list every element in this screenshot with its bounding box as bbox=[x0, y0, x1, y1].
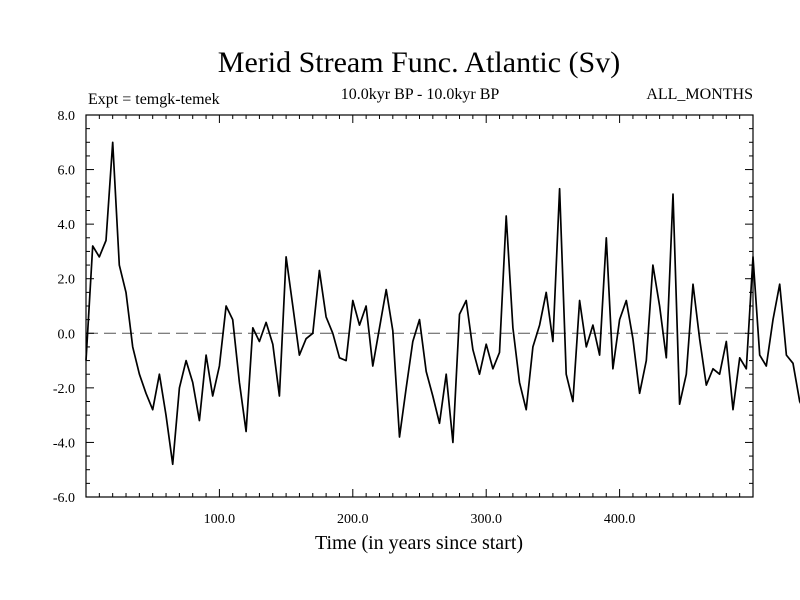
y-tick-label: -6.0 bbox=[53, 491, 75, 506]
y-tick-label: 0.0 bbox=[58, 327, 76, 342]
experiment-label: Expt = temgk-temek bbox=[88, 91, 220, 108]
x-tick-labels: 100.0 200.0 300.0 400.0 bbox=[204, 512, 636, 527]
y-tick-label: 6.0 bbox=[58, 164, 76, 179]
y-tick-label: 8.0 bbox=[58, 109, 76, 124]
plot-frame bbox=[85, 114, 754, 498]
series-line bbox=[85, 141, 800, 466]
x-tick-label: 200.0 bbox=[337, 512, 369, 527]
x-axis-label: Time (in years since start) bbox=[315, 532, 523, 554]
season-label: ALL_MONTHS bbox=[646, 86, 753, 103]
axis-ticks bbox=[86, 115, 753, 497]
chart-title: Merid Stream Func. Atlantic (Sv) bbox=[218, 46, 620, 79]
y-tick-labels: -6.0 -4.0 -2.0 0.0 2.0 4.0 6.0 8.0 bbox=[53, 109, 75, 506]
period-label: 10.0kyr BP - 10.0kyr BP bbox=[341, 86, 500, 103]
y-tick-label: -2.0 bbox=[53, 382, 75, 397]
x-tick-label: 300.0 bbox=[470, 512, 502, 527]
x-tick-label: 400.0 bbox=[604, 512, 636, 527]
y-tick-label: 2.0 bbox=[58, 273, 76, 288]
plot-area: -6.0 -4.0 -2.0 0.0 2.0 4.0 6.0 8.0 100.0 200.0 30… bbox=[53, 109, 800, 527]
y-tick-label: -4.0 bbox=[53, 436, 75, 451]
y-tick-label: 4.0 bbox=[58, 218, 76, 233]
x-tick-label: 100.0 bbox=[204, 512, 236, 527]
